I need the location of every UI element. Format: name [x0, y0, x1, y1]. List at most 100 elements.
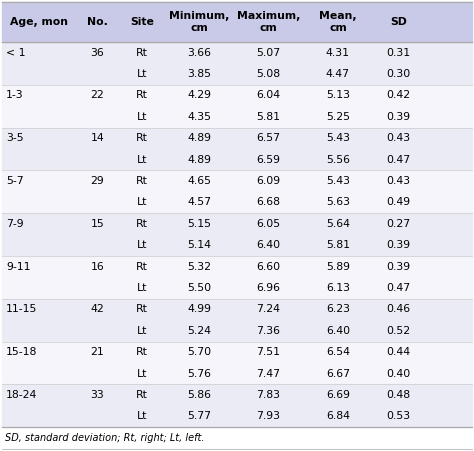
Text: 0.31: 0.31 — [387, 48, 411, 58]
Text: 4.47: 4.47 — [326, 69, 350, 79]
Text: Rt: Rt — [136, 304, 148, 314]
Text: Lt: Lt — [137, 411, 147, 421]
Text: 3.66: 3.66 — [187, 48, 211, 58]
Text: 5.25: 5.25 — [326, 112, 350, 122]
Text: 6.04: 6.04 — [256, 91, 281, 101]
Text: Lt: Lt — [137, 198, 147, 207]
Text: 5.86: 5.86 — [187, 390, 211, 400]
Text: 7.36: 7.36 — [256, 326, 281, 336]
Text: Lt: Lt — [137, 326, 147, 336]
Text: 7.24: 7.24 — [256, 304, 281, 314]
Text: 22: 22 — [91, 91, 104, 101]
Text: 6.67: 6.67 — [326, 368, 350, 378]
Text: 5.76: 5.76 — [187, 368, 211, 378]
Text: 5.63: 5.63 — [326, 198, 350, 207]
Text: No.: No. — [87, 17, 108, 27]
Text: 3.85: 3.85 — [187, 69, 211, 79]
Bar — [2, 256, 472, 299]
Text: Rt: Rt — [136, 390, 148, 400]
Text: 16: 16 — [91, 262, 104, 272]
Bar — [2, 2, 472, 42]
Text: 5.07: 5.07 — [256, 48, 281, 58]
Text: 0.27: 0.27 — [387, 219, 411, 229]
Bar — [2, 85, 472, 128]
Text: Lt: Lt — [137, 112, 147, 122]
Text: 6.84: 6.84 — [326, 411, 350, 421]
Bar — [2, 42, 472, 85]
Text: 18-24: 18-24 — [6, 390, 37, 400]
Text: 6.54: 6.54 — [326, 347, 350, 357]
Text: Rt: Rt — [136, 219, 148, 229]
Text: Rt: Rt — [136, 133, 148, 143]
Text: SD: SD — [390, 17, 407, 27]
Text: 3-5: 3-5 — [6, 133, 24, 143]
Text: 11-15: 11-15 — [6, 304, 37, 314]
Text: 6.09: 6.09 — [256, 176, 281, 186]
Text: 29: 29 — [91, 176, 104, 186]
Text: Maximum,
cm: Maximum, cm — [237, 11, 300, 33]
Text: Lt: Lt — [137, 69, 147, 79]
Text: Rt: Rt — [136, 262, 148, 272]
Text: 5-7: 5-7 — [6, 176, 24, 186]
Text: 42: 42 — [91, 304, 104, 314]
Text: Site: Site — [130, 17, 154, 27]
Bar — [2, 128, 472, 170]
Text: 5.08: 5.08 — [256, 69, 281, 79]
Text: Lt: Lt — [137, 283, 147, 293]
Text: 0.43: 0.43 — [387, 133, 411, 143]
Text: 14: 14 — [91, 133, 104, 143]
Text: 6.40: 6.40 — [256, 240, 281, 250]
Text: 6.59: 6.59 — [256, 155, 281, 165]
Text: 15-18: 15-18 — [6, 347, 37, 357]
Text: 7.83: 7.83 — [256, 390, 281, 400]
Text: 0.47: 0.47 — [387, 283, 411, 293]
Bar — [2, 384, 472, 427]
Text: 9-11: 9-11 — [6, 262, 31, 272]
Text: 0.39: 0.39 — [387, 240, 411, 250]
Text: Rt: Rt — [136, 91, 148, 101]
Text: 0.39: 0.39 — [387, 262, 411, 272]
Text: SD, standard deviation; Rt, right; Lt, left.: SD, standard deviation; Rt, right; Lt, l… — [5, 433, 204, 443]
Text: 5.43: 5.43 — [326, 133, 350, 143]
Text: 21: 21 — [91, 347, 104, 357]
Text: Mean,
cm: Mean, cm — [319, 11, 357, 33]
Text: < 1: < 1 — [6, 48, 26, 58]
Text: 5.15: 5.15 — [187, 219, 211, 229]
Text: 4.89: 4.89 — [187, 155, 211, 165]
Text: Age, mon: Age, mon — [10, 17, 68, 27]
Text: Minimum,
cm: Minimum, cm — [169, 11, 229, 33]
Text: 6.60: 6.60 — [256, 262, 281, 272]
Text: 4.57: 4.57 — [187, 198, 211, 207]
Text: Lt: Lt — [137, 155, 147, 165]
Text: 0.39: 0.39 — [387, 112, 411, 122]
Text: 0.40: 0.40 — [386, 368, 411, 378]
Text: 0.49: 0.49 — [387, 198, 411, 207]
Text: Lt: Lt — [137, 240, 147, 250]
Text: 6.96: 6.96 — [256, 283, 281, 293]
Text: 36: 36 — [91, 48, 104, 58]
Text: 0.53: 0.53 — [387, 411, 411, 421]
Text: 6.05: 6.05 — [256, 219, 281, 229]
Text: 6.57: 6.57 — [256, 133, 281, 143]
Text: 0.43: 0.43 — [387, 176, 411, 186]
Bar — [2, 213, 472, 256]
Text: 5.14: 5.14 — [187, 240, 211, 250]
Text: 5.89: 5.89 — [326, 262, 350, 272]
Text: 0.30: 0.30 — [386, 69, 411, 79]
Text: 5.70: 5.70 — [187, 347, 211, 357]
Text: 6.23: 6.23 — [326, 304, 350, 314]
Text: 5.43: 5.43 — [326, 176, 350, 186]
Text: 4.65: 4.65 — [187, 176, 211, 186]
Text: 7.93: 7.93 — [256, 411, 281, 421]
Text: 4.99: 4.99 — [187, 304, 211, 314]
Text: 5.81: 5.81 — [326, 240, 350, 250]
Text: 0.47: 0.47 — [387, 155, 411, 165]
Text: Rt: Rt — [136, 176, 148, 186]
Text: 7.51: 7.51 — [256, 347, 281, 357]
Text: 5.32: 5.32 — [187, 262, 211, 272]
Text: 4.35: 4.35 — [187, 112, 211, 122]
Text: 5.64: 5.64 — [326, 219, 350, 229]
Text: 5.81: 5.81 — [256, 112, 281, 122]
Text: 7-9: 7-9 — [6, 219, 24, 229]
Text: 5.56: 5.56 — [326, 155, 350, 165]
